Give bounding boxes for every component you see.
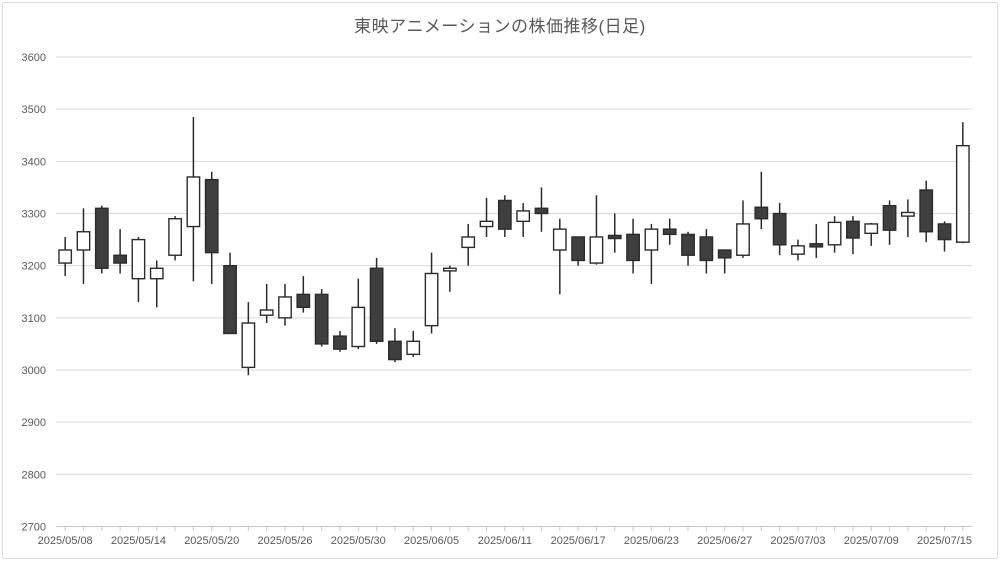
candle-body-up xyxy=(900,211,915,217)
y-axis-tick-label: 3400 xyxy=(22,156,46,168)
candle-body-down xyxy=(717,249,732,259)
candle-body-down xyxy=(388,340,402,361)
x-axis-tick-label: 2025/05/30 xyxy=(331,535,386,547)
candle-body-up xyxy=(644,228,659,251)
candle-body-up xyxy=(955,144,970,243)
y-axis-tick-label: 3500 xyxy=(22,104,46,116)
candle-body-down xyxy=(607,234,622,240)
candle-body-down xyxy=(846,220,860,239)
y-axis-tick-label: 2800 xyxy=(22,469,46,481)
candle-body-down xyxy=(497,199,512,230)
y-axis-tick-label: 3100 xyxy=(22,313,46,325)
x-axis-tick-label: 2025/06/05 xyxy=(404,535,459,547)
y-axis-tick-label: 3300 xyxy=(22,209,46,221)
chart-title: 東映アニメーションの株価推移(日足) xyxy=(354,17,646,36)
candle-body-down xyxy=(534,207,549,215)
x-axis-tick-label: 2025/07/09 xyxy=(844,535,899,547)
candle-body-up xyxy=(131,238,146,280)
candle-body-down xyxy=(699,236,714,262)
candle-body-up xyxy=(864,223,879,235)
candle-body-down xyxy=(204,178,219,254)
candle-body-up xyxy=(424,272,439,327)
candle-body-up xyxy=(552,228,567,251)
y-axis-tick-label: 2900 xyxy=(22,417,46,429)
candle-body-down xyxy=(919,189,934,233)
candle-body-down xyxy=(772,212,787,246)
candle-body-up xyxy=(351,306,366,348)
candle-body-up xyxy=(406,340,421,356)
candle-body-down xyxy=(223,264,237,335)
x-axis-tick-label: 2025/05/26 xyxy=(257,535,312,547)
x-axis-tick-label: 2025/06/11 xyxy=(478,535,532,547)
candle-body-up xyxy=(589,236,604,264)
y-axis-tick-label: 3200 xyxy=(22,261,46,273)
x-axis-tick-label: 2025/05/08 xyxy=(38,535,93,547)
candle-body-up xyxy=(168,218,182,256)
x-axis-tick-label: 2025/06/27 xyxy=(697,535,752,547)
candle-body-down xyxy=(369,267,384,343)
candle-body-down xyxy=(662,228,677,236)
candle-body-down xyxy=(314,293,329,345)
candle-body-up xyxy=(461,236,476,249)
candle-body-down xyxy=(809,243,824,248)
candle-body-up xyxy=(186,176,201,228)
candle-body-up xyxy=(791,245,805,255)
candle-body-down xyxy=(296,293,311,309)
candle-body-up xyxy=(479,220,494,228)
candle-body-up xyxy=(442,267,457,272)
y-axis-tick-label: 2700 xyxy=(22,522,46,534)
candle-body-up xyxy=(76,231,91,251)
x-axis-tick-label: 2025/07/15 xyxy=(917,535,972,547)
candle-body-up xyxy=(149,267,164,280)
x-axis-tick-label: 2025/06/23 xyxy=(624,535,679,547)
candle-body-down xyxy=(937,223,952,241)
candle-body-down xyxy=(333,335,347,350)
y-axis-tick-label: 3600 xyxy=(22,52,46,64)
candle-body-down xyxy=(94,207,109,269)
candle-body-up xyxy=(241,322,256,369)
candle-body-up xyxy=(278,296,292,319)
x-axis-tick-label: 2025/07/03 xyxy=(770,535,825,547)
x-axis-tick-label: 2025/05/20 xyxy=(184,535,239,547)
candle-body-down xyxy=(626,233,640,262)
candle-body-down xyxy=(113,254,128,264)
candle-body-up xyxy=(736,223,750,256)
candle-body-down xyxy=(882,204,897,231)
candle-body-up xyxy=(827,221,842,246)
candle-body-down xyxy=(754,206,769,220)
candle-body-up xyxy=(516,210,531,223)
candle-body-down xyxy=(571,236,586,262)
candle-body-up xyxy=(259,309,274,316)
x-axis-tick-label: 2025/06/17 xyxy=(551,535,606,547)
x-axis-tick-label: 2025/05/14 xyxy=(111,535,166,547)
candle-body-down xyxy=(681,233,695,256)
candle-body-up xyxy=(58,249,73,264)
y-axis-tick-label: 3000 xyxy=(22,365,46,377)
